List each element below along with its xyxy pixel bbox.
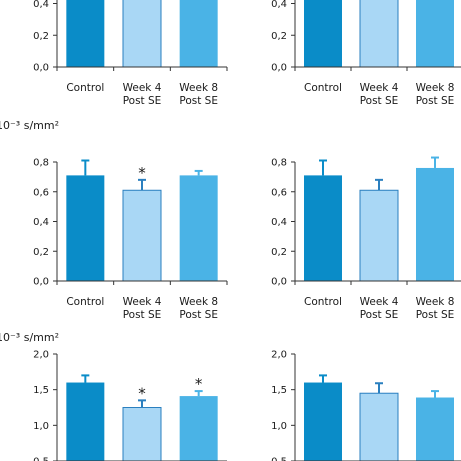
y-tick-label: 1,5	[271, 385, 287, 396]
y-tick-label: 1,0	[33, 421, 49, 432]
x-tick-label: Week 8	[416, 296, 455, 308]
bar-3	[179, 396, 218, 461]
x-tick-label: Post SE	[416, 309, 455, 321]
x-tick-label: Control	[66, 296, 104, 308]
unit-label-bottom: 10⁻³ s/mm²	[0, 331, 59, 344]
bar-2	[359, 0, 399, 68]
y-tick-label: 0,4	[33, 217, 49, 228]
y-tick-label: 0,6	[33, 187, 49, 198]
y-tick-label: 0,0	[271, 63, 287, 74]
y-tick-label: 0,4	[271, 0, 287, 10]
y-tick-label: 1,0	[271, 421, 287, 432]
x-tick-label: Control	[304, 296, 342, 308]
x-tick-label: Post SE	[123, 95, 162, 107]
bar-3	[416, 0, 454, 67]
bar-3	[179, 175, 218, 281]
bar-1	[304, 382, 342, 461]
x-tick-label: Week 8	[416, 82, 455, 94]
y-tick-label: 2,0	[33, 350, 49, 361]
x-tick-label: Week 4	[360, 296, 399, 308]
y-tick-label: 2,0	[271, 350, 287, 361]
bar-1	[66, 175, 105, 281]
y-tick-label: 0,2	[33, 31, 49, 42]
x-tick-label: Week 4	[123, 296, 162, 308]
chart-panel-5: * * 0,5 1,0 1,5 2,0	[33, 350, 227, 461]
x-tick-label: Post SE	[123, 309, 162, 321]
y-tick-label: 0,8	[271, 158, 287, 169]
x-tick-label: Control	[66, 82, 104, 94]
y-tick-label: 0,6	[271, 187, 287, 198]
bar-2	[122, 189, 162, 282]
bar-3	[179, 0, 218, 67]
chart-panel-6: 0,5 1,0 1,5 2,0	[271, 350, 461, 461]
significance-marker-2: *	[138, 384, 146, 402]
significance-marker-2: *	[138, 164, 146, 182]
bar-3	[416, 397, 454, 461]
bar-1	[304, 175, 342, 281]
bar-2	[122, 0, 162, 68]
unit-label-middle: 10⁻³ s/mm²	[0, 119, 59, 132]
x-tick-label: Week 8	[179, 82, 218, 94]
x-tick-label: Week 4	[360, 82, 399, 94]
bar-1	[66, 382, 105, 461]
y-tick-label: 0,4	[33, 0, 49, 10]
x-tick-label: Control	[304, 82, 342, 94]
y-tick-label: 0,2	[271, 31, 287, 42]
bar-2	[359, 392, 399, 461]
x-tick-label: Post SE	[179, 309, 218, 321]
x-tick-label: Week 8	[179, 296, 218, 308]
y-tick-label: 0,5	[33, 457, 49, 461]
y-tick-label: 0,0	[271, 277, 287, 288]
bar-1	[66, 0, 105, 67]
x-tick-label: Post SE	[416, 95, 455, 107]
y-tick-label: 0,2	[33, 247, 49, 258]
x-tick-label: Post SE	[179, 95, 218, 107]
bar-3	[416, 167, 454, 281]
y-tick-label: 0,2	[271, 247, 287, 258]
y-tick-label: 0,0	[33, 63, 49, 74]
x-tick-label: Post SE	[360, 95, 399, 107]
y-tick-label: 0,0	[33, 277, 49, 288]
y-tick-label: 1,5	[33, 385, 49, 396]
y-tick-label: 0,5	[271, 457, 287, 461]
significance-marker-3: *	[195, 375, 203, 393]
bar-2	[122, 407, 162, 461]
bar-2	[359, 189, 399, 282]
x-tick-label: Post SE	[360, 309, 399, 321]
x-tick-label: Week 4	[123, 82, 162, 94]
bar-1	[304, 0, 342, 67]
y-tick-label: 0,4	[271, 217, 287, 228]
y-tick-label: 0,8	[33, 158, 49, 169]
